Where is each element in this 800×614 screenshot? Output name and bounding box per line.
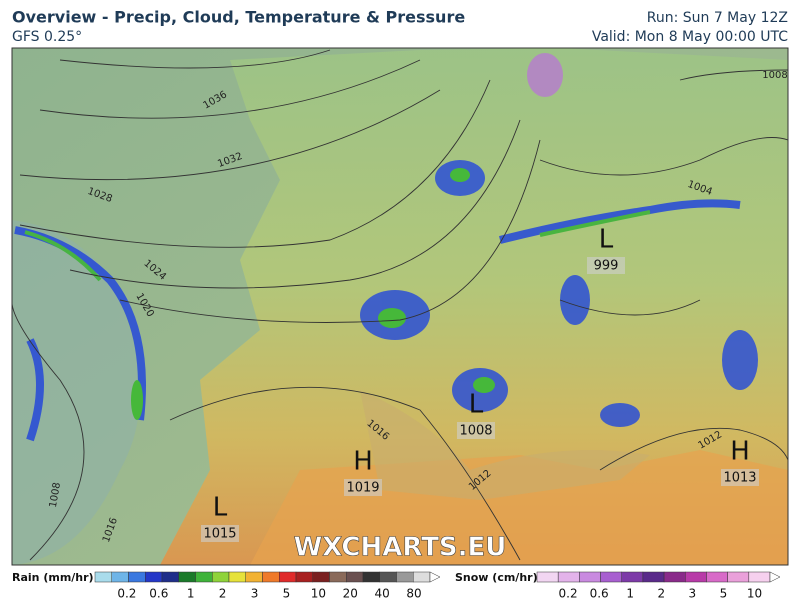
pressure-value-box bbox=[457, 422, 495, 439]
legend-swatch bbox=[663, 571, 686, 583]
legend-label: 0.2 bbox=[559, 587, 578, 601]
legend-swatch bbox=[128, 571, 146, 583]
legend-swatch bbox=[145, 571, 163, 583]
legend-label: 0.6 bbox=[590, 587, 609, 601]
legend-swatch bbox=[748, 571, 771, 583]
pressure-value-box bbox=[201, 525, 239, 542]
legend-swatch bbox=[329, 571, 347, 583]
legend-swatch bbox=[413, 571, 431, 583]
map: 1036103210281024102010161012100810041012… bbox=[12, 48, 788, 565]
legend-swatch bbox=[579, 571, 601, 583]
legend-label: 10 bbox=[311, 587, 326, 601]
model: GFS 0.25° bbox=[12, 29, 82, 45]
legend-label: 1 bbox=[626, 587, 634, 601]
legend-swatch bbox=[111, 571, 129, 583]
pressure-value: 1015 bbox=[203, 527, 236, 542]
legend-label: 5 bbox=[283, 587, 291, 601]
legend-swatch bbox=[727, 571, 750, 583]
legend-arrow bbox=[769, 571, 781, 583]
snow bbox=[527, 53, 563, 97]
pressure-symbol: H bbox=[730, 437, 750, 467]
legend-label: 5 bbox=[720, 587, 728, 601]
legend-label: 40 bbox=[375, 587, 390, 601]
legend-swatch bbox=[621, 571, 644, 583]
pressure-value: 999 bbox=[594, 259, 619, 274]
legend-label: 20 bbox=[343, 587, 358, 601]
legend-swatch bbox=[362, 571, 380, 583]
pressure-symbol: L bbox=[469, 390, 484, 420]
legend-swatch bbox=[379, 571, 397, 583]
pressure-value: 1013 bbox=[723, 471, 756, 486]
legend-swatch bbox=[212, 571, 230, 583]
rain-legend-title: Rain (mm/hr) bbox=[12, 571, 94, 584]
legend-label: 0.2 bbox=[117, 587, 136, 601]
precip bbox=[14, 199, 741, 442]
legend-swatch bbox=[685, 571, 707, 583]
legend-swatch bbox=[178, 571, 196, 583]
legend-swatch bbox=[94, 571, 112, 583]
legend-label: 3 bbox=[689, 587, 697, 601]
legend-swatch bbox=[536, 571, 559, 583]
pressure-value-box bbox=[344, 479, 382, 496]
pressure-centers: L 999 L 1008 H 1019 L 1015 H 1013 bbox=[201, 225, 759, 542]
isobars bbox=[12, 49, 788, 561]
pressure-symbol: L bbox=[599, 225, 614, 255]
isobar-label: 1008 bbox=[48, 482, 63, 509]
precip-cores bbox=[131, 168, 495, 420]
legend-label: 2 bbox=[657, 587, 665, 601]
mediterranean bbox=[360, 390, 650, 500]
legend-swatch bbox=[312, 571, 330, 583]
legend-swatch bbox=[295, 571, 313, 583]
pressure-value: 1008 bbox=[459, 424, 492, 439]
legend-label: 80 bbox=[406, 587, 421, 601]
pressure-value-box bbox=[721, 469, 759, 486]
pressure-symbol: L bbox=[213, 493, 228, 523]
legend-swatch bbox=[245, 571, 263, 583]
legend: Rain (mm/hr) Snow (cm/hr) 0.2 0.6 1 2 3 5 10 20… bbox=[12, 571, 781, 601]
pressure-symbol: H bbox=[353, 447, 373, 477]
legend-swatch bbox=[262, 571, 280, 583]
legend-label: 0.6 bbox=[149, 587, 168, 601]
title: Overview - Precip, Cloud, Temperature & … bbox=[12, 8, 465, 27]
valid-time: Valid: Mon 8 May 00:00 UTC bbox=[592, 29, 788, 45]
legend-label: 1 bbox=[187, 587, 195, 601]
legend-swatch bbox=[600, 571, 622, 583]
legend-swatch bbox=[642, 571, 665, 583]
legend-label: 10 bbox=[747, 587, 762, 601]
legend-swatch bbox=[557, 571, 580, 583]
legend-swatch bbox=[706, 571, 728, 583]
watermark: WXCHARTS.EU bbox=[294, 533, 507, 563]
legend-swatch bbox=[161, 571, 179, 583]
legend-swatch bbox=[346, 571, 364, 583]
legend-label: 3 bbox=[251, 587, 259, 601]
land bbox=[160, 48, 788, 565]
map-border bbox=[11, 47, 789, 566]
pressure-value: 1019 bbox=[346, 481, 379, 496]
legend-arrow bbox=[429, 571, 441, 583]
legend-swatch bbox=[279, 571, 297, 583]
run-time: Run: Sun 7 May 12Z bbox=[647, 10, 788, 26]
cloud bbox=[12, 220, 140, 565]
pressure-value-box bbox=[587, 257, 625, 274]
legend-label: 2 bbox=[219, 587, 227, 601]
isobar-label: 1008 bbox=[762, 70, 787, 81]
legend-swatch bbox=[396, 571, 414, 583]
snow-legend-title: Snow (cm/hr) bbox=[455, 571, 538, 584]
legend-swatch bbox=[195, 571, 213, 583]
legend-swatch bbox=[228, 571, 246, 583]
